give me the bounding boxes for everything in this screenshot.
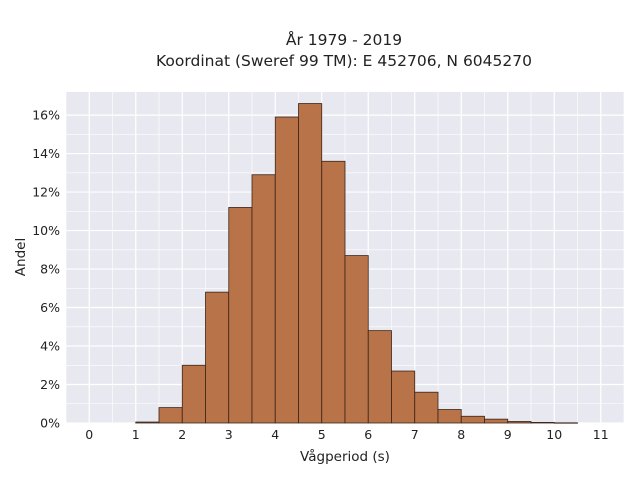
y-tick-labels: 0% 2% 4% 6% 8% 10% 12% 14% 16% bbox=[32, 108, 60, 431]
x-tick-label: 2 bbox=[178, 427, 186, 442]
histogram-bar bbox=[158, 407, 183, 424]
histogram-bar bbox=[484, 418, 509, 424]
x-tick-label: 1 bbox=[132, 427, 140, 442]
chart-title-line-2: Koordinat (Sweref 99 TM): E 452706, N 60… bbox=[156, 52, 532, 70]
histogram-bar bbox=[135, 421, 160, 424]
histogram-bar bbox=[228, 207, 253, 424]
histogram-bar bbox=[298, 103, 323, 424]
x-tick-label: 5 bbox=[318, 427, 326, 442]
y-tick-label: 10% bbox=[32, 223, 60, 238]
chart-title-line-1: År 1979 - 2019 bbox=[286, 30, 402, 49]
y-tick-label: 0% bbox=[40, 416, 60, 431]
y-tick-label: 8% bbox=[40, 262, 60, 277]
histogram-bar bbox=[530, 422, 555, 424]
histogram-bar bbox=[321, 160, 346, 424]
y-tick-label: 4% bbox=[40, 339, 60, 354]
y-tick-label: 2% bbox=[40, 377, 60, 392]
histogram-bar bbox=[344, 255, 369, 424]
x-tick-label: 8 bbox=[457, 427, 465, 442]
x-tick-label: 6 bbox=[364, 427, 372, 442]
histogram-bar bbox=[367, 330, 392, 424]
x-axis-label: Vågperiod (s) bbox=[300, 448, 390, 465]
bars bbox=[135, 103, 578, 424]
histogram-bar bbox=[251, 174, 276, 424]
histogram-bar bbox=[205, 291, 230, 424]
x-tick-label: 0 bbox=[85, 427, 93, 442]
histogram-bar bbox=[507, 421, 532, 424]
x-tick-label: 10 bbox=[546, 427, 562, 442]
x-tick-labels: 0 1 2 3 4 5 6 7 8 9 10 11 bbox=[85, 427, 608, 442]
x-tick-label: 7 bbox=[411, 427, 419, 442]
histogram-bar bbox=[414, 391, 439, 424]
histogram-bar bbox=[181, 364, 206, 424]
histogram-bar bbox=[460, 415, 485, 424]
x-tick-label: 11 bbox=[593, 427, 609, 442]
y-axis-label: Andel bbox=[13, 238, 29, 276]
x-tick-label: 3 bbox=[225, 427, 233, 442]
histogram-bar bbox=[437, 409, 462, 424]
y-tick-label: 14% bbox=[32, 146, 60, 161]
x-tick-label: 9 bbox=[504, 427, 512, 442]
histogram-bar bbox=[391, 370, 416, 424]
y-tick-label: 6% bbox=[40, 300, 60, 315]
y-tick-label: 12% bbox=[32, 185, 60, 200]
y-tick-label: 16% bbox=[32, 108, 60, 123]
histogram-bar bbox=[274, 116, 299, 424]
x-tick-label: 4 bbox=[271, 427, 279, 442]
